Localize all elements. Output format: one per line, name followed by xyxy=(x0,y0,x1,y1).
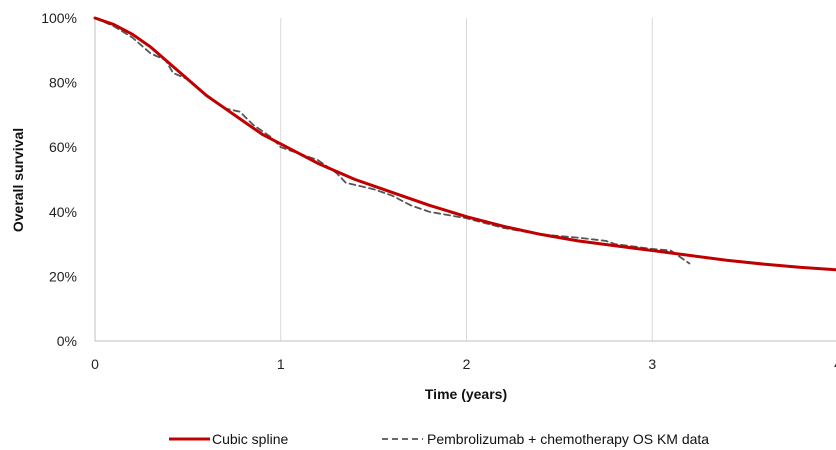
legend-label-km-data: Pembrolizumab + chemotherapy OS KM data xyxy=(427,431,709,447)
series-layer xyxy=(93,16,836,272)
axes xyxy=(94,18,836,342)
x-tick-label: 4 xyxy=(834,356,836,372)
y-tick-label: 60% xyxy=(49,139,77,155)
series-line-cubic-spline xyxy=(93,16,836,272)
x-tick-label: 2 xyxy=(463,356,471,372)
y-tick-label: 40% xyxy=(49,204,77,220)
x-tick-label: 3 xyxy=(648,356,656,372)
y-tick-label: 20% xyxy=(49,268,77,284)
legend: Cubic spline Pembrolizumab + chemotherap… xyxy=(169,431,709,447)
y-tick-label: 100% xyxy=(41,10,77,26)
x-tick-label: 1 xyxy=(277,356,285,372)
x-tick-label: 0 xyxy=(91,356,99,372)
y-axis-title: Overall survival xyxy=(10,128,26,232)
legend-label-cubic-spline: Cubic spline xyxy=(212,431,288,447)
x-axis-title: Time (years) xyxy=(425,386,507,402)
tick-labels: 012340%20%40%60%80%100% xyxy=(41,10,836,372)
y-tick-label: 80% xyxy=(49,75,77,91)
series-line-km-data xyxy=(94,17,691,265)
y-tick-label: 0% xyxy=(57,333,77,349)
grid-lines xyxy=(280,18,653,341)
